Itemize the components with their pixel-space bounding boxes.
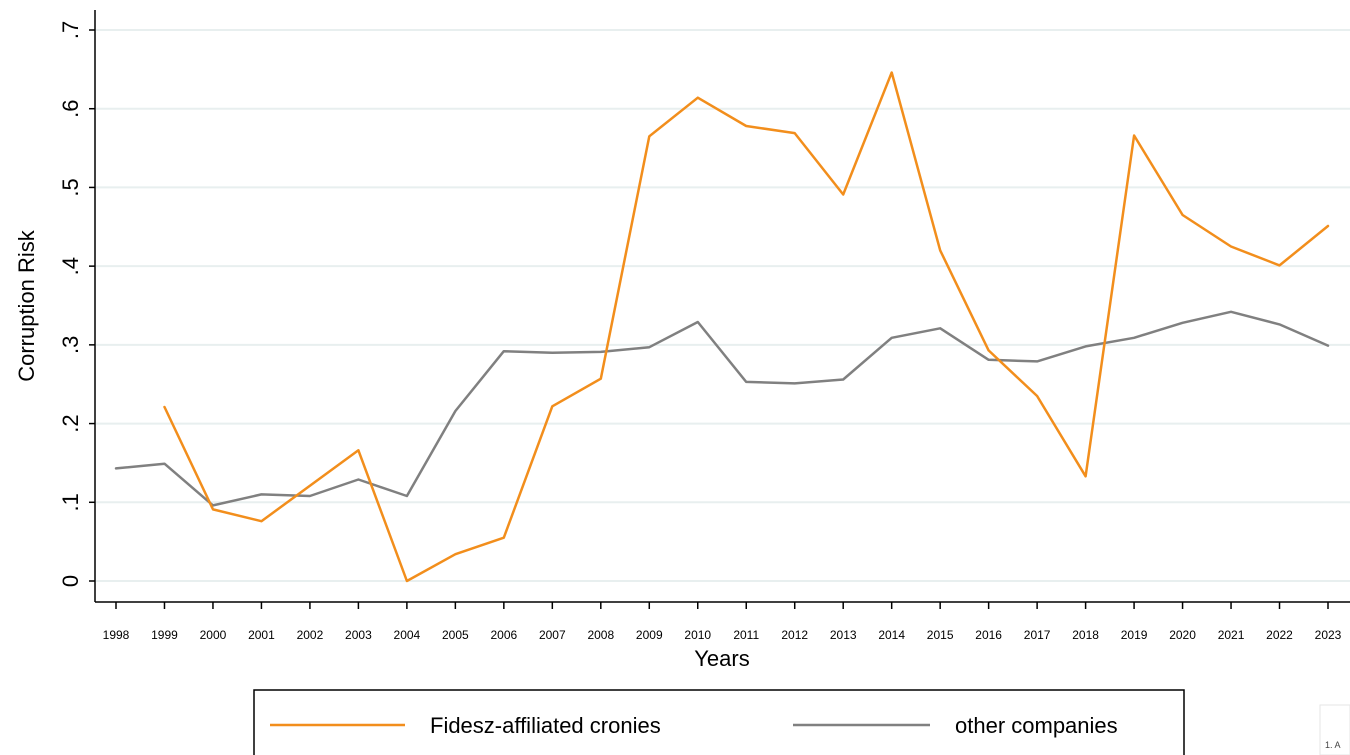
- y-tick-label: .7: [58, 21, 83, 39]
- gridlines: [96, 29, 1350, 582]
- y-tick-label: 0: [58, 575, 83, 587]
- y-ticks: 0 .1 .2 .3 .4 .5 .6 .7: [58, 21, 95, 587]
- legend: Fidesz-affiliated cronies other companie…: [253, 689, 1185, 755]
- x-tick-label: 2013: [830, 628, 857, 642]
- x-tick-label: 2018: [1072, 628, 1099, 642]
- corner-panel: [1319, 704, 1350, 755]
- y-tick-label: .2: [58, 414, 83, 432]
- x-tick-label: 2019: [1121, 628, 1148, 642]
- x-tick-label: 2003: [345, 628, 372, 642]
- x-tick-label: 1998: [103, 628, 130, 642]
- x-tick-label: 2022: [1266, 628, 1293, 642]
- x-tick-label: 2006: [490, 628, 517, 642]
- x-tick-label: 2004: [394, 628, 421, 642]
- x-tick-label: 2010: [684, 628, 711, 642]
- x-tick-label: 2015: [927, 628, 954, 642]
- y-tick-label: .5: [58, 178, 83, 196]
- x-tick-label: 2007: [539, 628, 566, 642]
- x-tick-label: 2014: [878, 628, 905, 642]
- x-tick-label: 2012: [781, 628, 808, 642]
- series-lines: [114, 71, 1330, 583]
- x-tick-label: 2011: [733, 628, 759, 642]
- y-axis-title: Corruption Risk: [14, 229, 39, 382]
- x-ticks: 1998 1999 2000 2001 2002 2003 2004 2005 2006 2007…: [103, 602, 1342, 642]
- legend-label-fidesz: Fidesz-affiliated cronies: [430, 713, 661, 738]
- x-tick-label: 2021: [1218, 628, 1245, 642]
- legend-label-other: other companies: [955, 713, 1118, 738]
- legend-box: [253, 689, 1185, 755]
- x-tick-label: 2000: [200, 628, 227, 642]
- y-tick-label: .4: [58, 257, 83, 275]
- x-tick-label: 2005: [442, 628, 469, 642]
- series-line-fidesz: [163, 71, 1330, 583]
- x-tick-label: 1999: [151, 628, 178, 642]
- x-tick-label: 2001: [248, 628, 275, 642]
- x-tick-label: 2017: [1024, 628, 1051, 642]
- x-tick-label: 2016: [975, 628, 1002, 642]
- x-tick-label: 2020: [1169, 628, 1196, 642]
- x-tick-label: 2008: [587, 628, 614, 642]
- x-tick-label: 2002: [297, 628, 324, 642]
- y-tick-label: .3: [58, 336, 83, 354]
- plot-background: [95, 10, 1350, 602]
- y-tick-label: .1: [58, 493, 83, 511]
- x-tick-label: 2009: [636, 628, 663, 642]
- y-tick-label: .6: [58, 100, 83, 118]
- series-line-other: [114, 310, 1330, 507]
- x-axis-title: Years: [694, 646, 749, 671]
- corner-note: 1. A: [1325, 740, 1341, 750]
- x-tick-label: 2023: [1315, 628, 1342, 642]
